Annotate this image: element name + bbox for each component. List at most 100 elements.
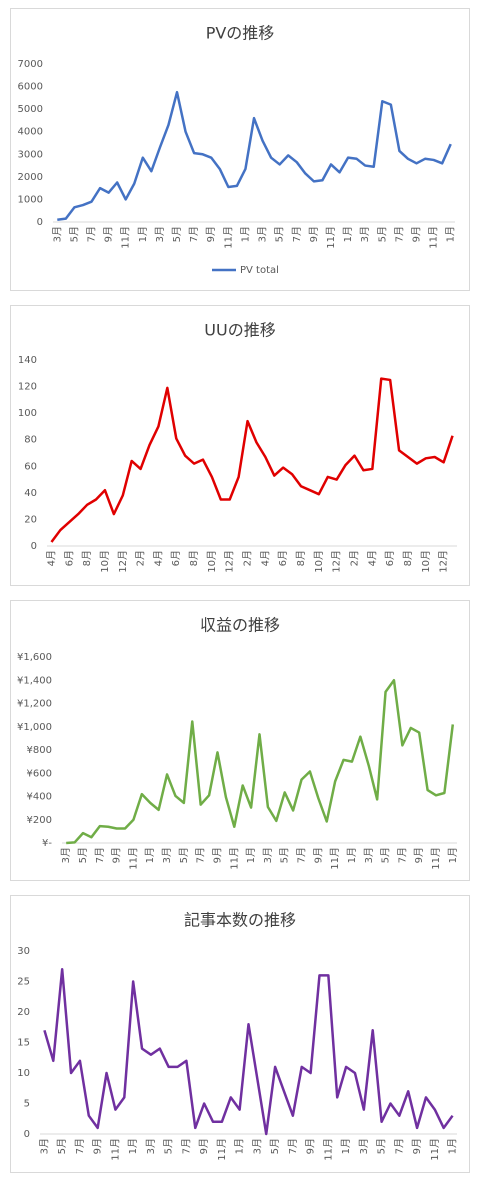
x-tick-label: 3月 (358, 1138, 370, 1154)
y-tick-label: 0 (24, 1129, 30, 1140)
x-tick-label: 11月 (228, 847, 240, 870)
x-tick-label: 11月 (329, 847, 341, 870)
x-tick-label: 3月 (251, 1138, 263, 1154)
x-tick-label: 9月 (198, 1138, 210, 1154)
x-tick-label: 1月 (342, 226, 354, 242)
x-tick-label: 7月 (396, 847, 408, 863)
y-tick-label: 30 (17, 946, 30, 957)
x-tick-label: 10月 (313, 550, 325, 573)
x-tick-label: 6月 (384, 550, 396, 566)
x-tick-label: 5月 (163, 1138, 175, 1154)
x-tick-label: 7月 (393, 1138, 405, 1154)
chart-title: 記事本数の推移 (184, 911, 296, 930)
x-tick-label: 3月 (363, 847, 375, 863)
x-tick-label: 3月 (262, 847, 274, 863)
x-tick-label: 12月 (438, 550, 450, 573)
x-tick-label: 5月 (376, 1138, 388, 1154)
x-tick-label: 3月 (359, 226, 371, 242)
x-tick-label: 9月 (211, 847, 223, 863)
x-tick-label: 11月 (428, 226, 440, 249)
x-tick-label: 7月 (74, 1138, 86, 1154)
y-tick-label: 0 (37, 217, 43, 228)
x-tick-label: 5月 (77, 847, 89, 863)
chart-title: 収益の推移 (200, 616, 280, 635)
y-tick-label: 80 (24, 435, 37, 446)
y-tick-label: 0 (31, 541, 37, 552)
y-tick-label: 4000 (18, 127, 43, 138)
x-tick-label: 8月 (188, 550, 200, 566)
x-tick-label: 1月 (137, 226, 149, 242)
x-tick-label: 8月 (402, 550, 414, 566)
x-tick-label: 10月 (206, 550, 218, 573)
legend-label: PV total (240, 265, 279, 276)
x-tick-label: 1月 (127, 1138, 139, 1154)
chart-title: UUの推移 (204, 321, 275, 340)
x-tick-label: 2月 (135, 550, 147, 566)
y-tick-label: 120 (18, 382, 37, 393)
y-tick-label: 5000 (18, 104, 43, 115)
x-tick-label: 2月 (349, 550, 361, 566)
line-series (43, 968, 454, 1136)
x-tick-label: 1月 (144, 847, 156, 863)
x-tick-label: 11月 (216, 1138, 228, 1161)
y-tick-label: 60 (24, 461, 37, 472)
x-tick-label: 1月 (346, 847, 358, 863)
chart-panel (10, 8, 470, 291)
y-tick-label: 40 (24, 488, 37, 499)
x-tick-label: 5月 (269, 1138, 281, 1154)
x-tick-label: 1月 (447, 847, 459, 863)
x-tick-label: 2月 (242, 550, 254, 566)
x-tick-label: 1月 (340, 1138, 352, 1154)
x-tick-label: 11月 (222, 226, 234, 249)
x-tick-label: 11月 (430, 847, 442, 870)
x-tick-label: 3月 (51, 226, 63, 242)
x-tick-label: 1月 (445, 226, 457, 242)
x-tick-label: 5月 (178, 847, 190, 863)
x-tick-label: 9月 (92, 1138, 104, 1154)
x-tick-label: 7月 (393, 226, 405, 242)
y-tick-label: ¥1,400 (17, 675, 52, 686)
y-tick-label: 25 (17, 977, 30, 988)
x-tick-label: 4月 (366, 550, 378, 566)
x-tick-label: 5月 (380, 847, 392, 863)
x-tick-label: 5月 (376, 226, 388, 242)
x-tick-label: 11月 (322, 1138, 334, 1161)
y-tick-label: 6000 (18, 82, 43, 93)
x-tick-label: 5月 (279, 847, 291, 863)
y-tick-label: ¥400 (27, 792, 52, 803)
y-tick-label: ¥1,200 (17, 699, 52, 710)
x-tick-label: 8月 (81, 550, 93, 566)
y-tick-label: 5 (24, 1099, 30, 1110)
x-tick-label: 7月 (188, 226, 200, 242)
y-tick-label: ¥1,600 (17, 652, 52, 663)
chart-panel (10, 895, 470, 1173)
x-tick-label: 7月 (291, 226, 303, 242)
x-tick-label: 4月 (259, 550, 271, 566)
x-tick-label: 11月 (429, 1138, 441, 1161)
line-series (66, 679, 455, 845)
x-tick-label: 7月 (195, 847, 207, 863)
x-tick-label: 11月 (109, 1138, 121, 1161)
x-tick-label: 7月 (85, 226, 97, 242)
x-tick-label: 4月 (45, 550, 57, 566)
x-tick-label: 9月 (111, 847, 123, 863)
x-tick-label: 7月 (296, 847, 308, 863)
x-tick-label: 8月 (295, 550, 307, 566)
x-tick-label: 5月 (171, 226, 183, 242)
x-tick-label: 10月 (99, 550, 111, 573)
y-tick-label: 140 (18, 355, 37, 366)
x-tick-label: 7月 (94, 847, 106, 863)
x-tick-label: 1月 (234, 1138, 246, 1154)
x-tick-label: 9月 (411, 1138, 423, 1154)
x-tick-label: 9月 (103, 226, 115, 242)
x-tick-label: 7月 (180, 1138, 192, 1154)
x-tick-label: 3月 (257, 226, 269, 242)
x-tick-label: 6月 (170, 550, 182, 566)
x-tick-label: 1月 (239, 226, 251, 242)
x-tick-label: 11月 (120, 226, 132, 249)
x-tick-label: 9月 (308, 226, 320, 242)
y-tick-label: 7000 (18, 59, 43, 70)
x-tick-label: 3月 (60, 847, 72, 863)
line-series (57, 90, 452, 221)
